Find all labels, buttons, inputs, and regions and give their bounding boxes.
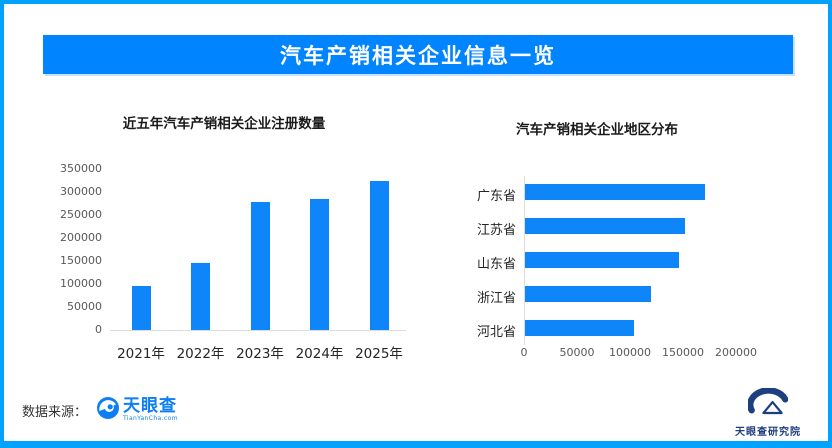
x-tick-label: 100000 [609,346,651,359]
x-tick-label: 50000 [559,346,595,359]
data-source: 数据来源： 天眼查 TianYanCha.com [22,393,178,427]
x-category-label: 2023年 [236,346,284,362]
y-tick-label: 200000 [60,231,102,244]
y-axis-line [524,176,525,345]
y-category-label: 广东省 [476,189,516,204]
y-category-label: 江苏省 [476,223,516,238]
y-tick-label: 150000 [60,254,102,267]
institute-logo: 天眼查研究院 [723,387,813,438]
bar-2021年 [131,286,151,330]
bar-2022年 [191,263,210,330]
x-tick-label: 150000 [662,346,704,359]
right-chart-title: 汽车产销相关企业地区分布 [516,122,678,138]
x-category-label: 2021年 [117,346,165,362]
bar-山东省 [525,252,679,268]
y-tick-label: 100000 [60,277,102,290]
bar-江苏省 [525,218,686,234]
data-source-label: 数据来源： [22,404,88,420]
y-tick-label: 350000 [60,162,102,175]
x-tick-label: 0 [520,346,528,359]
y-tick-label: 0 [95,323,102,336]
y-tick-label: 300000 [60,185,102,198]
bar-浙江省 [525,286,652,302]
y-category-label: 浙江省 [476,291,516,306]
bar-2025年 [369,180,389,330]
tianyancha-wordmark: 天眼查 TianYanCha.com [123,398,178,422]
tianyancha-logo: 天眼查 TianYanCha.com [96,396,178,424]
institute-name: 天眼查研究院 [735,427,801,438]
page-title: 汽车产销相关企业信息一览 [280,43,556,68]
tianyancha-name: 天眼查 [123,396,178,416]
x-category-label: 2025年 [355,346,403,362]
y-category-label: 河北省 [476,325,516,340]
bar-河北省 [525,320,635,336]
y-tick-label: 50000 [67,300,102,313]
y-tick-label: 250000 [60,208,102,221]
left-chart-title: 近五年汽车产销相关企业注册数量 [122,116,326,132]
bar-2023年 [250,202,270,330]
bar-广东省 [525,184,706,200]
tianyancha-domain: TianYanCha.com [123,415,178,422]
tianyancha-eye-icon [96,396,120,424]
y-category-label: 山东省 [476,257,516,272]
page-title-banner: 汽车产销相关企业信息一览 [43,35,793,74]
x-tick-label: 200000 [715,346,757,359]
x-category-label: 2024年 [295,346,344,362]
institute-swoosh-icon [747,387,789,422]
x-axis-line [110,330,406,331]
x-category-label: 2022年 [176,346,225,362]
bar-2024年 [310,199,329,330]
